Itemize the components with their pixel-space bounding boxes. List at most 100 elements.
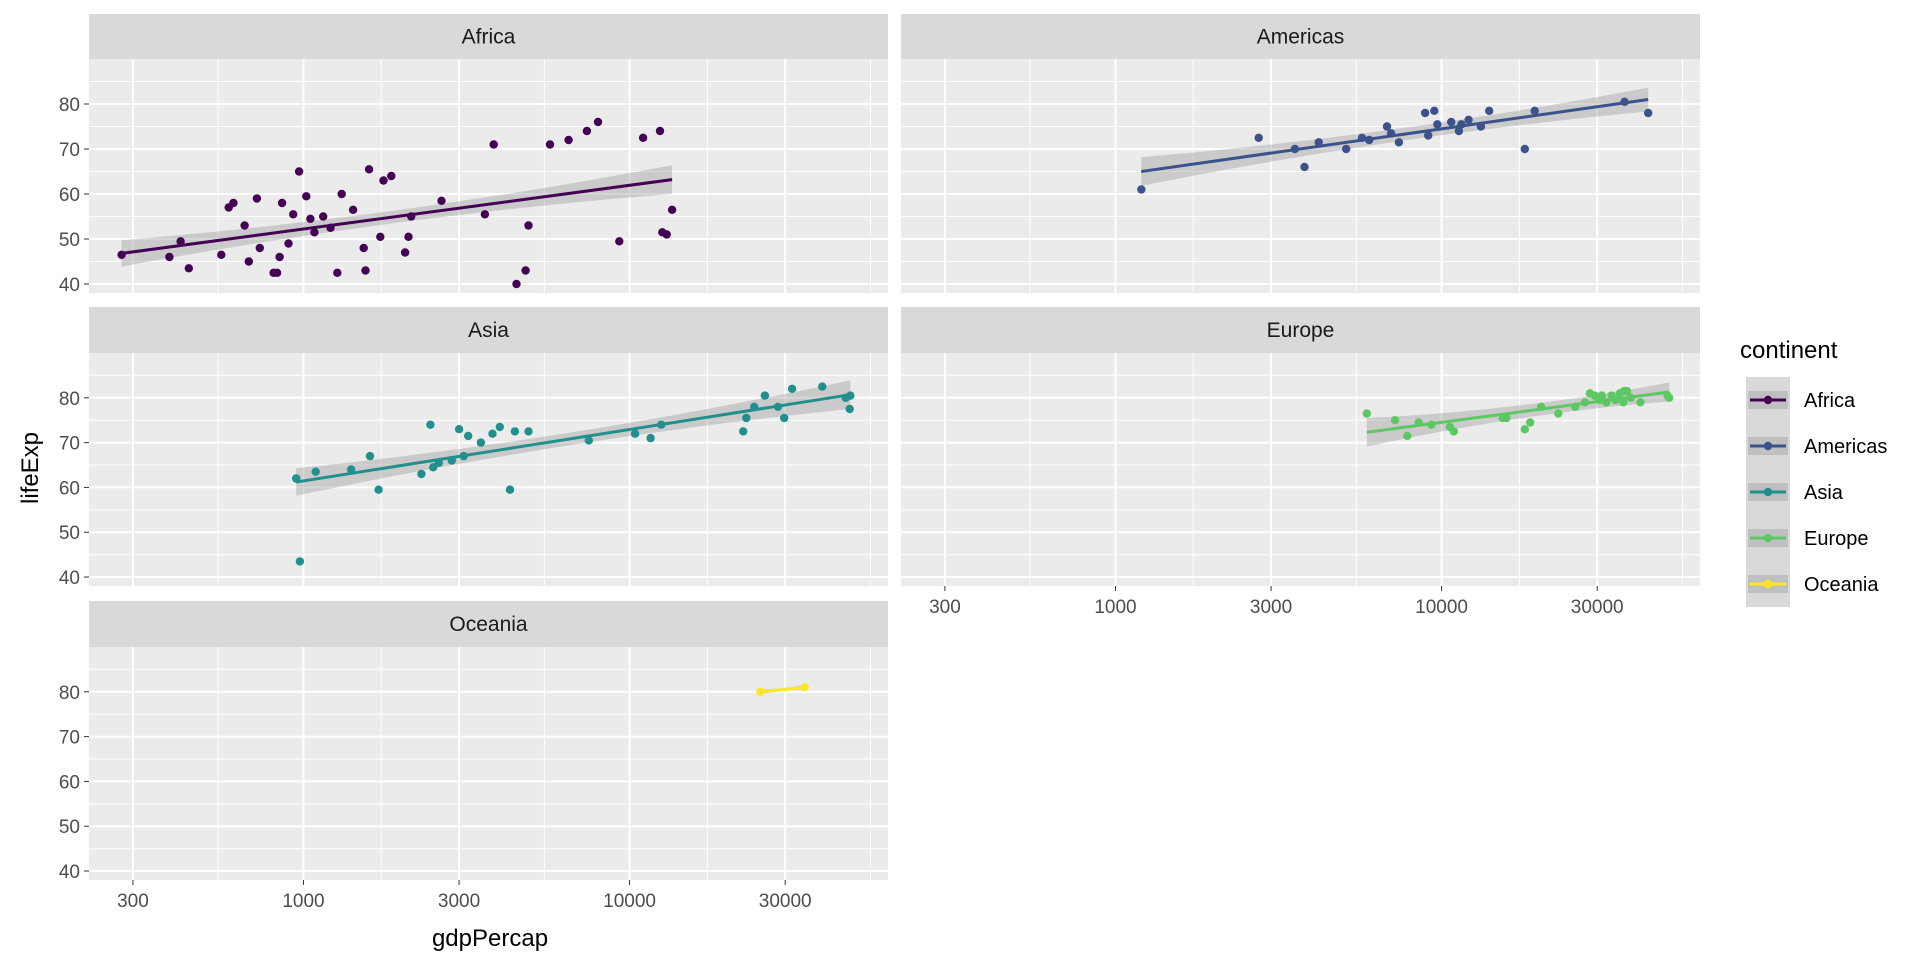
fit-line-africa (121, 178, 673, 255)
legend-title: continent (1740, 337, 1838, 364)
data-point (240, 221, 249, 230)
data-point (615, 237, 624, 246)
data-point (480, 210, 490, 219)
facet-strip-oceania (89, 601, 888, 647)
y-tick-label: 70 (59, 140, 80, 161)
y-axis-title: lifeExp (17, 432, 44, 504)
data-point (376, 232, 385, 241)
data-point (400, 248, 410, 257)
data-point (760, 391, 770, 400)
x-tick-label: 10000 (1415, 597, 1468, 618)
x-tick-label: 30000 (759, 891, 812, 912)
facet-strip-europe (901, 307, 1700, 353)
y-tick-label: 40 (59, 862, 80, 883)
data-point (255, 243, 264, 253)
data-point (662, 230, 671, 239)
y-tick-label: 60 (59, 185, 80, 206)
legend-label-oceania: Oceania (1804, 574, 1879, 596)
facet-strip-label-africa: Africa (462, 26, 516, 49)
data-point (426, 420, 435, 429)
data-point (359, 243, 368, 253)
data-point (252, 194, 262, 203)
x-tick-label: 1000 (282, 891, 324, 912)
legend: continent Africa Americas Asia Europe Oceani… (1740, 337, 1887, 607)
data-point (488, 429, 497, 438)
data-point (429, 463, 438, 472)
y-tick-label: 60 (59, 478, 80, 499)
data-point (1530, 106, 1539, 116)
data-point (306, 214, 315, 223)
panel-background-asia (89, 353, 888, 586)
data-point (417, 469, 426, 479)
fit-line-americas (1141, 98, 1649, 173)
data-point (630, 429, 640, 438)
data-point (294, 167, 304, 176)
data-point (787, 384, 797, 393)
data-point (275, 252, 284, 262)
data-point (1382, 122, 1392, 131)
data-point (1314, 138, 1323, 147)
data-point (800, 683, 809, 692)
data-point (244, 257, 253, 266)
legend-label-asia: Asia (1804, 482, 1844, 504)
data-point (818, 382, 827, 391)
data-point (638, 133, 648, 142)
data-point (387, 171, 396, 181)
x-tick-label: 300 (117, 891, 149, 912)
data-point (364, 165, 374, 174)
legend-key-point-americas (1763, 441, 1773, 451)
data-point (1362, 409, 1372, 418)
data-point (319, 212, 328, 221)
data-point (1520, 144, 1530, 154)
data-point (1433, 120, 1442, 129)
y-tick-label: 70 (59, 728, 80, 749)
x-tick-label: 300 (929, 597, 961, 618)
data-point (337, 189, 346, 199)
data-point (379, 176, 388, 185)
data-point (1622, 386, 1632, 396)
data-point (476, 438, 486, 447)
data-point (1636, 398, 1645, 407)
data-point (176, 237, 185, 246)
y-tick-label: 50 (59, 523, 80, 544)
panel-background-africa (89, 59, 888, 293)
data-point (1403, 431, 1412, 441)
data-point (582, 126, 592, 136)
x-tick-label: 1000 (1094, 597, 1136, 618)
data-point (333, 268, 342, 277)
data-point (1342, 144, 1351, 154)
facet-strip-label-oceania: Oceania (449, 613, 528, 636)
fit-line-europe (1366, 390, 1670, 434)
data-point (1420, 108, 1430, 118)
data-point (1597, 391, 1607, 400)
legend-label-africa: Africa (1804, 390, 1856, 412)
data-point (593, 117, 603, 127)
data-point (524, 221, 533, 230)
data-point (780, 413, 789, 423)
data-point (1254, 133, 1263, 142)
x-tick-label: 3000 (1250, 597, 1292, 618)
facet-strip-asia (89, 307, 888, 353)
data-point (845, 404, 854, 414)
facet-strip-label-americas: Americas (1257, 26, 1345, 49)
data-point (1526, 418, 1535, 427)
data-point (564, 135, 573, 145)
data-point (1502, 413, 1511, 423)
x-tick-label: 10000 (603, 891, 656, 912)
y-tick-label: 80 (59, 683, 80, 704)
legend-key-point-oceania (1763, 579, 1773, 589)
data-point (510, 427, 520, 436)
legend-key-point-asia (1763, 487, 1773, 497)
y-tick-label: 50 (59, 230, 80, 251)
data-point (217, 250, 226, 259)
data-point (655, 126, 665, 136)
data-point (1137, 185, 1146, 194)
data-point (229, 198, 238, 208)
panel-background-americas (901, 59, 1700, 293)
facet-strip-label-europe: Europe (1267, 319, 1335, 342)
data-point (667, 205, 677, 214)
data-point (1520, 425, 1530, 434)
legend-key-point-europe (1763, 533, 1773, 543)
data-point (1464, 115, 1473, 125)
